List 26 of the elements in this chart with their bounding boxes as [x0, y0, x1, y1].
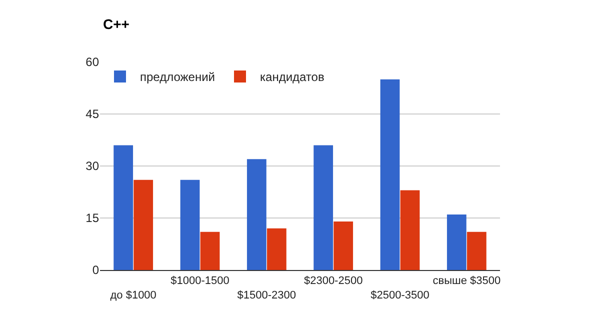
y-tick-label: 60 — [86, 55, 100, 70]
y-tick-label: 0 — [92, 263, 100, 278]
x-tick-label: $1000-1500 — [170, 275, 230, 288]
x-tick-label: свыше $3500 — [432, 275, 501, 288]
bar — [334, 221, 354, 270]
legend-label: предложений — [140, 70, 215, 84]
bar — [314, 145, 334, 270]
bar — [380, 79, 400, 270]
chart-title: C++ — [103, 16, 130, 32]
legend-label: кандидатов — [260, 70, 324, 84]
bar — [266, 228, 286, 270]
y-tick-label: 30 — [86, 159, 100, 174]
bar — [446, 214, 466, 270]
bar — [200, 232, 220, 270]
bar — [400, 190, 420, 270]
bar — [134, 180, 154, 270]
x-tick-label: $2500-3500 — [370, 290, 430, 302]
bar — [114, 145, 134, 270]
x-tick-label: $2300-2500 — [304, 275, 363, 288]
x-tick-label: до $1000 — [110, 290, 156, 302]
bar — [180, 180, 200, 270]
bar — [466, 232, 486, 270]
y-tick-label: 45 — [86, 107, 100, 122]
x-tick-label: $1500-2300 — [237, 290, 296, 302]
y-tick-label: 15 — [86, 211, 100, 226]
bar — [246, 159, 266, 270]
